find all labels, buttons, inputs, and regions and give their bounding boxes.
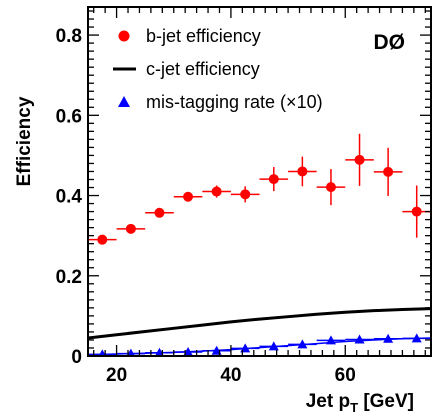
legend-circle-marker <box>118 30 130 42</box>
y-tick-label: 0.4 <box>56 187 83 208</box>
b-jet-point <box>297 166 308 177</box>
legend-entry: c-jet efficiency <box>113 59 260 79</box>
mis-tag-point <box>98 349 106 356</box>
c-jet-efficiency-line <box>88 307 431 340</box>
legend-entry: b-jet efficiency <box>118 26 261 46</box>
legend: b-jet efficiency c-jet efficiency mis-tagg… <box>113 26 323 112</box>
b-jet-point <box>125 223 136 234</box>
mis-tag-point <box>297 339 308 349</box>
plot-frame <box>87 6 432 357</box>
plot-area <box>88 133 431 356</box>
x-tick-label: 20 <box>106 365 127 386</box>
b-jet-point <box>211 186 222 197</box>
mis-tag-point <box>268 341 279 351</box>
b-jet-point <box>411 206 422 217</box>
legend-label: b-jet efficiency <box>146 26 261 46</box>
y-axis-label: Efficiency <box>14 96 35 186</box>
b-jet-point <box>240 189 251 200</box>
b-jet-point <box>183 191 194 202</box>
b-jet-point <box>97 234 108 245</box>
b-jet-point <box>383 166 394 177</box>
legend-entry: mis-tagging rate (×10) <box>118 92 323 112</box>
mis-tag-point <box>126 348 135 356</box>
y-tick-label: 0.8 <box>56 26 82 47</box>
legend-triangle-marker <box>118 96 130 107</box>
series-layer <box>88 133 431 356</box>
tick-labels: 20 40 60 0 0.2 0.4 0.6 0.8 <box>56 26 356 386</box>
x-axis-label: Jet pT [GeV] <box>306 391 414 415</box>
mis-tag-point <box>354 334 365 344</box>
x-axis-label-unit: [GeV] <box>358 391 414 412</box>
legend-label: c-jet efficiency <box>146 59 260 79</box>
x-tick-label: 40 <box>220 365 241 386</box>
y-tick-label: 0.6 <box>56 106 82 127</box>
experiment-label: DØ <box>374 31 406 54</box>
mis-tag-point <box>383 333 394 343</box>
x-tick-label: 60 <box>335 365 356 386</box>
x-axis-label-subscript: T <box>350 400 358 415</box>
y-tick-label: 0.2 <box>56 267 82 288</box>
axis-ticks <box>88 7 431 357</box>
mis-tag-point <box>411 333 422 343</box>
b-jet-point <box>354 154 365 165</box>
b-jet-point <box>268 174 279 185</box>
x-axis-label-main: Jet p <box>306 391 350 412</box>
mis-tag-point <box>325 335 336 345</box>
b-jet-point <box>325 182 336 193</box>
legend-label: mis-tagging rate (×10) <box>146 92 323 112</box>
b-jet-point <box>154 207 165 218</box>
y-tick-label: 0 <box>71 347 82 368</box>
